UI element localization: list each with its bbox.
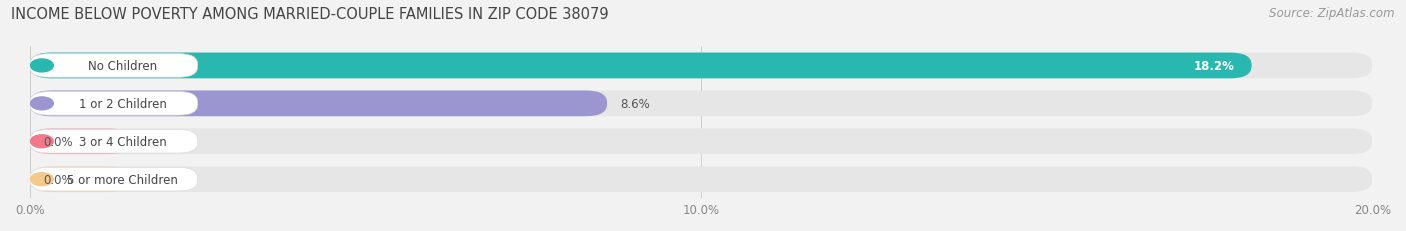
Circle shape (31, 97, 53, 110)
FancyBboxPatch shape (30, 129, 131, 155)
Circle shape (31, 173, 53, 186)
Text: INCOME BELOW POVERTY AMONG MARRIED-COUPLE FAMILIES IN ZIP CODE 38079: INCOME BELOW POVERTY AMONG MARRIED-COUPL… (11, 7, 609, 22)
FancyBboxPatch shape (30, 53, 1251, 79)
Text: 3 or 4 Children: 3 or 4 Children (79, 135, 166, 148)
Text: 0.0%: 0.0% (44, 173, 73, 186)
FancyBboxPatch shape (30, 167, 1372, 192)
FancyBboxPatch shape (30, 91, 607, 117)
Text: 0.0%: 0.0% (44, 135, 73, 148)
FancyBboxPatch shape (30, 91, 1372, 117)
Text: 8.6%: 8.6% (620, 97, 651, 110)
Text: 1 or 2 Children: 1 or 2 Children (79, 97, 166, 110)
Text: No Children: No Children (89, 60, 157, 73)
Text: Source: ZipAtlas.com: Source: ZipAtlas.com (1270, 7, 1395, 20)
Circle shape (31, 60, 53, 73)
FancyBboxPatch shape (30, 53, 1372, 79)
Circle shape (31, 135, 53, 148)
FancyBboxPatch shape (30, 130, 198, 153)
Text: 5 or more Children: 5 or more Children (67, 173, 179, 186)
FancyBboxPatch shape (30, 167, 131, 192)
FancyBboxPatch shape (30, 92, 198, 116)
FancyBboxPatch shape (30, 55, 198, 78)
Text: 18.2%: 18.2% (1194, 60, 1234, 73)
FancyBboxPatch shape (30, 129, 1372, 155)
FancyBboxPatch shape (30, 168, 198, 191)
